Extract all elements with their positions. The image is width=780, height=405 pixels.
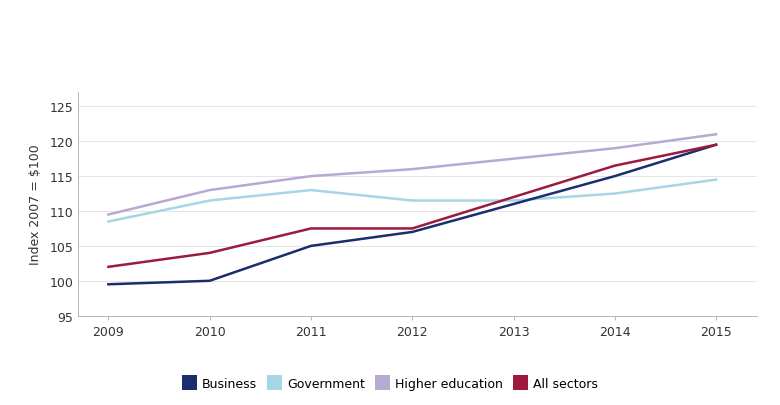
Y-axis label: Index 2007 = $100: Index 2007 = $100 [30, 144, 42, 265]
Legend: Business, Government, Higher education, All sectors: Business, Government, Higher education, … [177, 370, 603, 395]
